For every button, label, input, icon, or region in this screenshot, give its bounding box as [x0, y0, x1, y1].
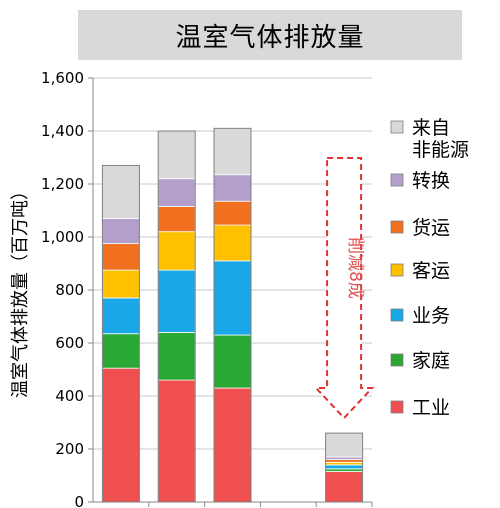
legend-label-line: 转换 [412, 170, 450, 192]
legend-swatch [390, 400, 404, 414]
bar-segment [325, 432, 364, 458]
bar-outline [213, 127, 252, 503]
y-tick-label: 200 [55, 440, 84, 458]
chart-title-box: 温室气体排放量 [78, 10, 462, 60]
y-tick-label: 1,000 [41, 228, 84, 246]
legend-label-line: 客运 [412, 260, 450, 282]
legend-label: 业务 [412, 305, 450, 327]
bar-segment [102, 269, 140, 299]
legend-label-line: 货运 [412, 217, 450, 239]
y-tick-label: 600 [55, 334, 84, 352]
legend-label-line: 工业 [412, 397, 450, 419]
bar-segment [157, 331, 196, 381]
bar-segment [213, 334, 252, 389]
reduction-annotation: 削减8成 [345, 237, 365, 299]
y-tick-label: 1,600 [41, 69, 84, 87]
legend-label: 转换 [412, 170, 450, 192]
bar-segment [157, 269, 196, 333]
bar-segment [102, 297, 140, 335]
legend-label-line: 业务 [412, 305, 450, 327]
bar-segment [213, 387, 252, 503]
legend-swatch [390, 353, 404, 367]
bar-segment [102, 243, 140, 271]
bar-outline [325, 432, 364, 503]
bar-segment [102, 218, 140, 245]
y-tick-label: 800 [55, 281, 84, 299]
legend-label-line: 非能源 [412, 139, 469, 161]
bar-segment [213, 200, 252, 226]
legend-swatch [390, 173, 404, 187]
y-axis-label: 温室气体排放量（百万吨） [10, 182, 31, 398]
bar-segment [157, 206, 196, 233]
y-tick-label: 1,400 [41, 122, 84, 140]
bar-outline [157, 130, 196, 503]
bar-segment [213, 224, 252, 262]
legend-swatch [390, 308, 404, 322]
legend-label: 工业 [412, 397, 450, 419]
legend-swatch [390, 263, 404, 277]
bar-segment [325, 464, 364, 470]
legend-swatch [390, 220, 404, 234]
bar-segment [213, 260, 252, 336]
reduction-arrow [313, 157, 375, 420]
bar-segment [102, 165, 140, 219]
bar-segment [213, 127, 252, 176]
bar-segment [157, 178, 196, 207]
y-tick-label: 400 [55, 387, 84, 405]
bar-segment [157, 231, 196, 271]
legend-label: 来自非能源 [412, 117, 469, 161]
legend-label-line: 来自 [412, 117, 450, 139]
bar-segment [157, 130, 196, 180]
legend-label: 货运 [412, 217, 450, 239]
legend-swatch [390, 120, 404, 134]
bar-outline [101, 164, 140, 503]
legend-label-line: 家庭 [412, 350, 450, 372]
bar-segment [213, 174, 252, 202]
legend-label: 客运 [412, 260, 450, 282]
bar-segment [102, 333, 140, 369]
bar-segment [102, 367, 140, 503]
y-tick-label: 0 [74, 493, 84, 508]
y-tick-label: 1,200 [41, 175, 84, 193]
chart-title: 温室气体排放量 [175, 22, 365, 53]
bar-segment [325, 471, 364, 503]
bar-segment [157, 379, 196, 503]
legend-label: 家庭 [412, 350, 450, 372]
